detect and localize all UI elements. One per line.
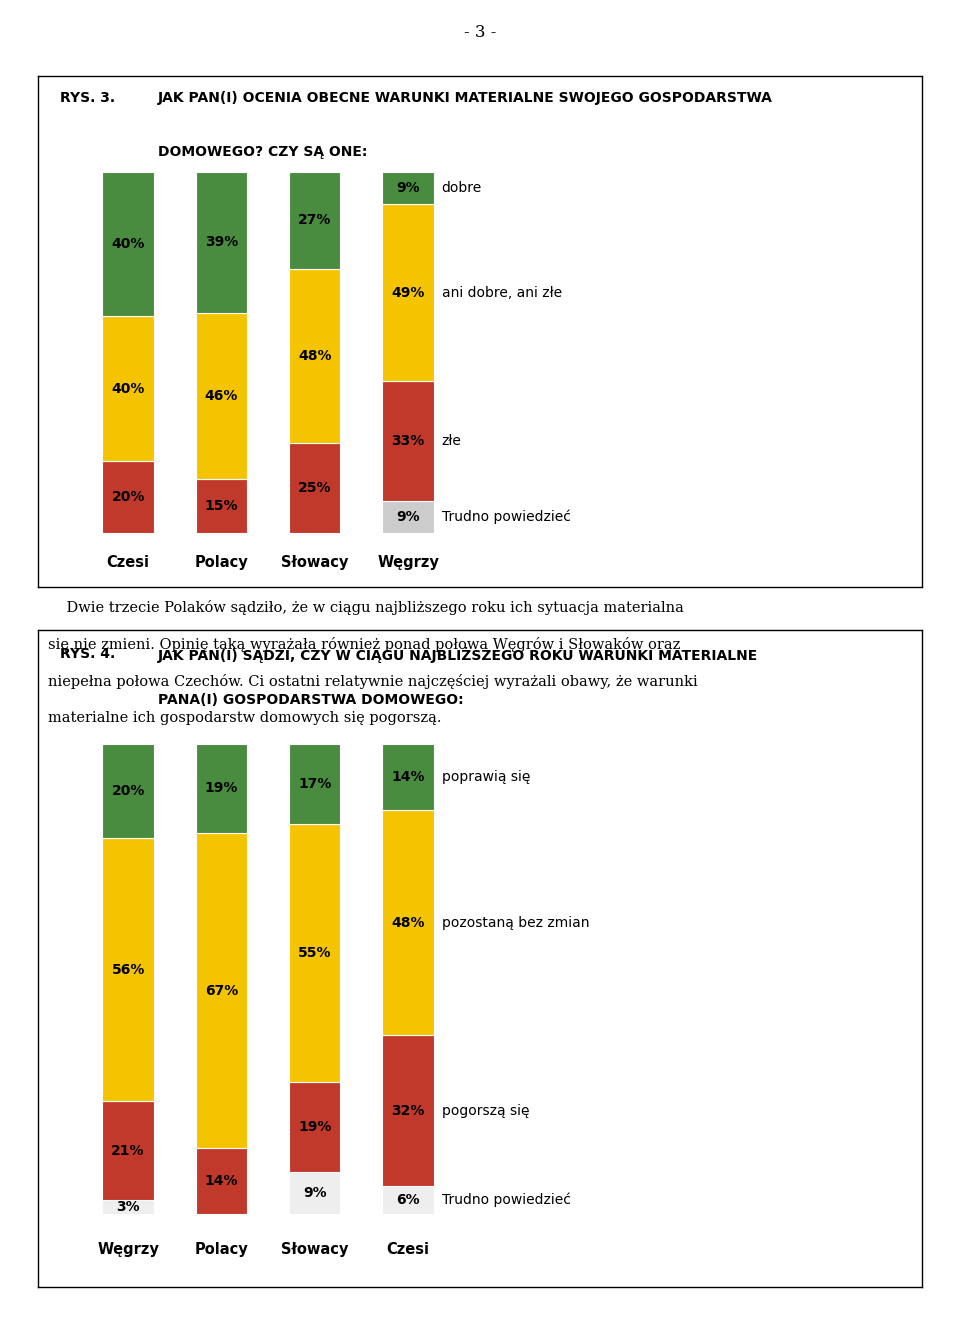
Text: 48%: 48%	[392, 916, 424, 929]
Bar	[382, 1186, 434, 1214]
Text: Trudno powiedzieć: Trudno powiedzieć	[442, 510, 570, 524]
Bar	[382, 743, 434, 809]
Text: złe: złe	[442, 434, 462, 449]
Text: 32%: 32%	[392, 1104, 424, 1117]
Bar	[289, 743, 341, 824]
Bar	[382, 1035, 434, 1186]
Text: 3%: 3%	[116, 1200, 140, 1214]
Bar	[103, 171, 154, 316]
Bar	[289, 1172, 341, 1214]
Bar	[103, 460, 154, 533]
Bar	[103, 837, 154, 1101]
Bar	[196, 313, 247, 479]
Bar	[382, 171, 434, 204]
Bar	[103, 316, 154, 460]
Text: DOMOWEGO? CZY SĄ ONE:: DOMOWEGO? CZY SĄ ONE:	[157, 145, 367, 159]
Text: 17%: 17%	[298, 776, 331, 791]
Bar	[289, 824, 341, 1083]
Text: niepełna połowa Czechów. Ci ostatni relatywnie najczęściej wyrażali obawy, że wa: niepełna połowa Czechów. Ci ostatni rela…	[48, 674, 698, 689]
Text: 48%: 48%	[298, 349, 331, 364]
Text: 20%: 20%	[111, 490, 145, 504]
Text: dobre: dobre	[442, 180, 482, 195]
Text: 20%: 20%	[111, 784, 145, 798]
Text: 9%: 9%	[396, 180, 420, 195]
Text: RYS. 4.: RYS. 4.	[60, 646, 116, 661]
Text: 19%: 19%	[298, 1120, 331, 1135]
Text: PANA(I) GOSPODARSTWA DOMOWEGO:: PANA(I) GOSPODARSTWA DOMOWEGO:	[157, 693, 464, 707]
Bar	[382, 204, 434, 381]
Bar	[382, 381, 434, 500]
Text: RYS. 3.: RYS. 3.	[60, 92, 115, 105]
Bar	[196, 833, 247, 1148]
Text: Trudno powiedzieć: Trudno powiedzieć	[442, 1193, 570, 1208]
Text: JAK PAN(I) SĄDZI, CZY W CIĄGU NAJBLIŻSZEGO ROKU WARUNKI MATERIALNE: JAK PAN(I) SĄDZI, CZY W CIĄGU NAJBLIŻSZE…	[157, 646, 757, 662]
Text: 19%: 19%	[204, 782, 238, 795]
Text: materialne ich gospodarstw domowych się pogorszą.: materialne ich gospodarstw domowych się …	[48, 711, 442, 726]
Text: Węgrzy: Węgrzy	[97, 1242, 159, 1258]
Text: Polacy: Polacy	[195, 1242, 249, 1258]
Text: ani dobre, ani złe: ani dobre, ani złe	[442, 285, 562, 300]
Text: 15%: 15%	[204, 499, 238, 514]
Bar	[289, 269, 341, 443]
Bar	[196, 1148, 247, 1214]
Text: Czesi: Czesi	[387, 1242, 429, 1258]
Bar	[289, 443, 341, 533]
Bar	[103, 1101, 154, 1200]
Bar	[103, 743, 154, 837]
Bar	[196, 171, 247, 313]
Text: Węgrzy: Węgrzy	[377, 555, 439, 571]
Text: 33%: 33%	[392, 434, 424, 449]
Bar	[196, 479, 247, 533]
Text: się nie zmieni. Opinię taką wyrażała również ponad połowa Węgrów i Słowaków oraz: się nie zmieni. Opinię taką wyrażała rów…	[48, 637, 681, 652]
Text: 9%: 9%	[303, 1186, 326, 1200]
Text: 6%: 6%	[396, 1193, 420, 1208]
Text: 55%: 55%	[298, 946, 331, 961]
Text: 56%: 56%	[111, 962, 145, 977]
Bar	[289, 1083, 341, 1172]
Text: 67%: 67%	[204, 983, 238, 998]
Text: 9%: 9%	[396, 510, 420, 524]
Text: 21%: 21%	[111, 1144, 145, 1157]
Bar	[382, 500, 434, 533]
Text: 27%: 27%	[298, 214, 331, 227]
Text: 46%: 46%	[204, 389, 238, 403]
Text: Czesi: Czesi	[107, 555, 150, 571]
Bar	[382, 809, 434, 1035]
Bar	[196, 743, 247, 833]
Text: pogorszą się: pogorszą się	[442, 1104, 529, 1117]
Text: - 3 -: - 3 -	[464, 24, 496, 41]
Text: poprawią się: poprawią się	[442, 770, 530, 784]
Text: Słowacy: Słowacy	[281, 1242, 348, 1258]
Text: 40%: 40%	[111, 238, 145, 251]
Text: 49%: 49%	[392, 285, 424, 300]
Text: 40%: 40%	[111, 382, 145, 395]
Bar	[103, 1200, 154, 1214]
Text: 14%: 14%	[392, 770, 424, 784]
Text: Polacy: Polacy	[195, 555, 249, 571]
Text: 39%: 39%	[204, 235, 238, 249]
Text: Dwie trzecie Polaków sądziło, że w ciągu najbliższego roku ich sytuacja material: Dwie trzecie Polaków sądziło, że w ciągu…	[48, 600, 684, 614]
Bar	[289, 171, 341, 269]
Text: JAK PAN(I) OCENIA OBECNE WARUNKI MATERIALNE SWOJEGO GOSPODARSTWA: JAK PAN(I) OCENIA OBECNE WARUNKI MATERIA…	[157, 92, 773, 105]
Text: 25%: 25%	[298, 482, 331, 495]
Text: pozostaną bez zmian: pozostaną bez zmian	[442, 916, 589, 929]
Text: Słowacy: Słowacy	[281, 555, 348, 571]
Text: 14%: 14%	[204, 1174, 238, 1188]
